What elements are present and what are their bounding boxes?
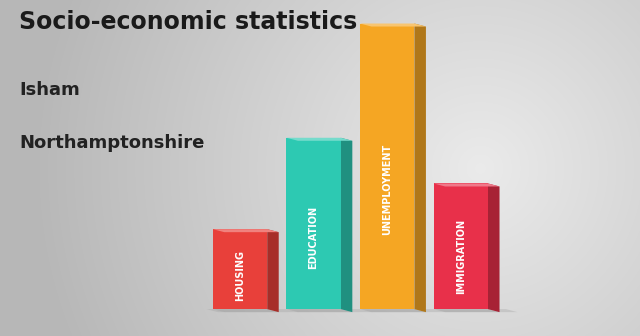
Bar: [360, 24, 415, 309]
Polygon shape: [360, 309, 426, 312]
Polygon shape: [212, 309, 279, 312]
Polygon shape: [415, 24, 426, 312]
Polygon shape: [434, 183, 499, 186]
Polygon shape: [287, 138, 352, 141]
Text: UNEMPLOYMENT: UNEMPLOYMENT: [382, 143, 392, 235]
Polygon shape: [206, 309, 518, 312]
Bar: [434, 183, 488, 309]
Polygon shape: [287, 309, 352, 312]
Polygon shape: [434, 309, 499, 312]
Polygon shape: [340, 138, 352, 312]
Text: EDUCATION: EDUCATION: [308, 206, 319, 269]
Bar: [287, 138, 340, 309]
Polygon shape: [268, 229, 279, 312]
Text: Northamptonshire: Northamptonshire: [19, 134, 205, 153]
Text: Isham: Isham: [19, 81, 80, 99]
Polygon shape: [212, 229, 279, 232]
Polygon shape: [360, 24, 426, 27]
Text: IMMIGRATION: IMMIGRATION: [456, 219, 466, 294]
Polygon shape: [488, 183, 499, 312]
Text: Socio-economic statistics: Socio-economic statistics: [19, 10, 358, 34]
Bar: [212, 229, 268, 309]
Text: HOUSING: HOUSING: [235, 250, 245, 301]
